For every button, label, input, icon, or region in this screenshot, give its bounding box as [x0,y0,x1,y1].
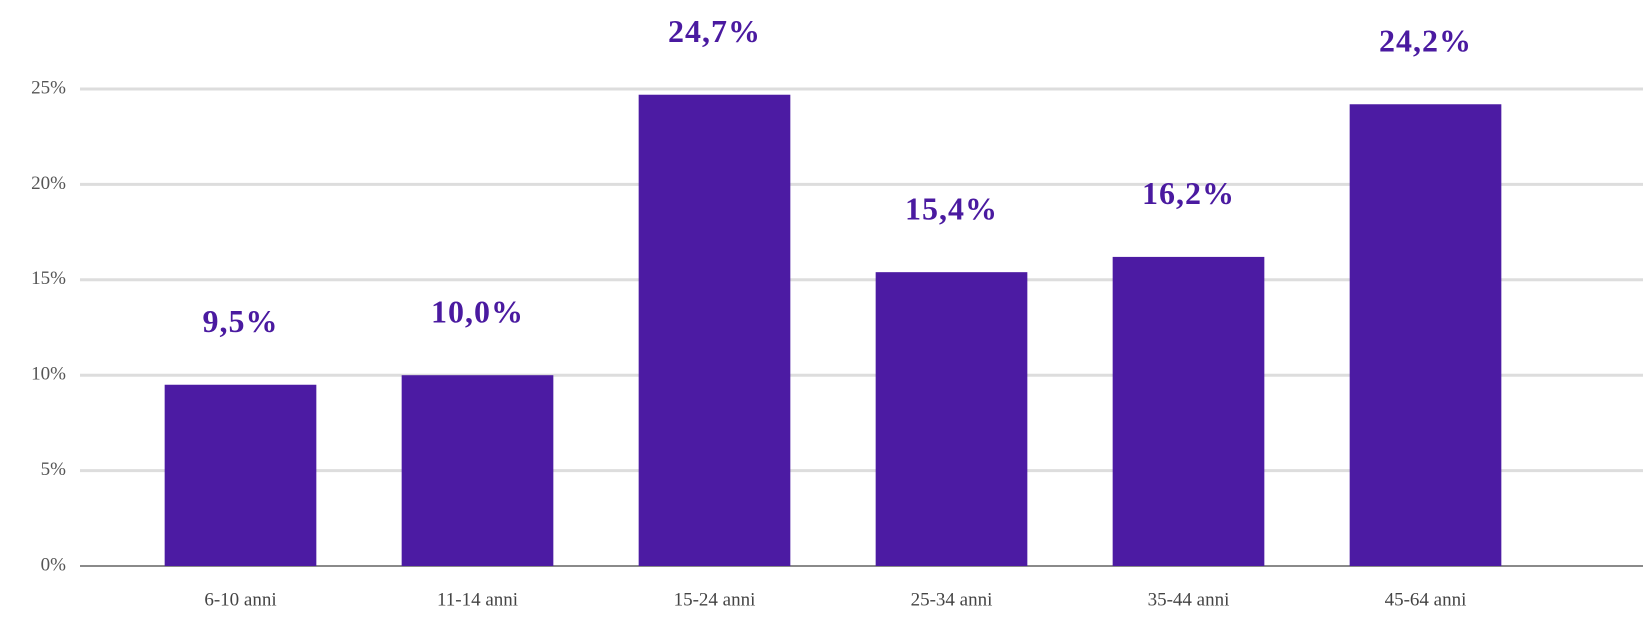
y-tick-label: 10% [31,364,66,385]
bar [875,272,1028,566]
value-label: 10,0% [431,294,524,330]
x-tick-label: 25-34 anni [911,589,993,610]
value-label: 24,2% [1379,23,1472,59]
y-tick-label: 25% [31,77,66,98]
x-tick-label: 15-24 anni [674,589,756,610]
value-label: 9,5% [203,303,279,339]
value-label: 15,4% [905,191,998,227]
bar [1349,104,1502,566]
bar [401,375,554,566]
bar [164,384,317,566]
value-label: 16,2% [1142,175,1235,211]
bar [1112,256,1265,566]
x-tick-label: 45-64 anni [1385,589,1467,610]
bar [638,94,791,566]
value-label: 24,7% [668,13,761,49]
y-tick-label: 5% [41,459,67,480]
x-tick-label: 11-14 anni [437,589,518,610]
y-tick-label: 15% [31,268,66,289]
y-tick-label: 20% [31,173,66,194]
x-tick-label: 35-44 anni [1148,589,1230,610]
y-tick-label: 0% [41,554,67,575]
x-tick-label: 6-10 anni [204,589,276,610]
